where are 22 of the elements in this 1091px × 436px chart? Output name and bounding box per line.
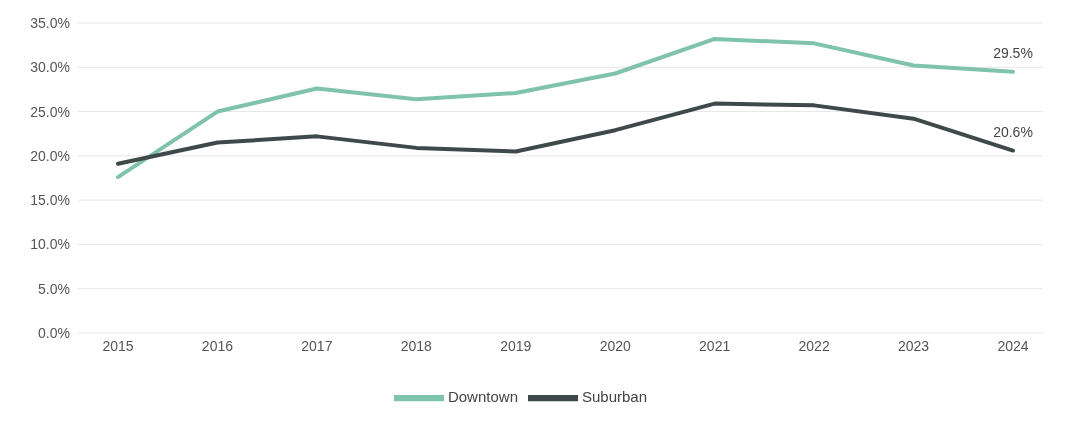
legend-label: Suburban	[581, 387, 648, 405]
x-tick-label: 2024	[997, 337, 1029, 354]
y-tick-label: 0.0%	[38, 324, 70, 341]
y-tick-label: 15.0%	[30, 192, 70, 209]
x-tick-label: 2015	[102, 337, 134, 354]
y-tick-label: 10.0%	[30, 236, 70, 253]
x-tick-label: 2020	[599, 337, 631, 354]
data-label: 20.6%	[993, 123, 1033, 140]
data-label: 29.5%	[993, 44, 1033, 61]
y-tick-label: 35.0%	[30, 14, 70, 31]
y-tick-label: 30.0%	[30, 59, 70, 76]
y-tick-label: 20.0%	[30, 147, 70, 164]
x-tick-label: 2022	[798, 337, 830, 354]
x-tick-label: 2018	[400, 337, 433, 354]
x-tick-label: 2019	[500, 337, 532, 354]
legend-label: Downtown	[447, 387, 518, 405]
y-tick-label: 5.0%	[38, 280, 70, 297]
x-tick-label: 2021	[699, 337, 731, 354]
x-tick-label: 2023	[897, 337, 930, 354]
x-tick-label: 2017	[301, 337, 333, 354]
y-tick-label: 25.0%	[30, 103, 70, 120]
x-tick-label: 2016	[201, 337, 234, 354]
